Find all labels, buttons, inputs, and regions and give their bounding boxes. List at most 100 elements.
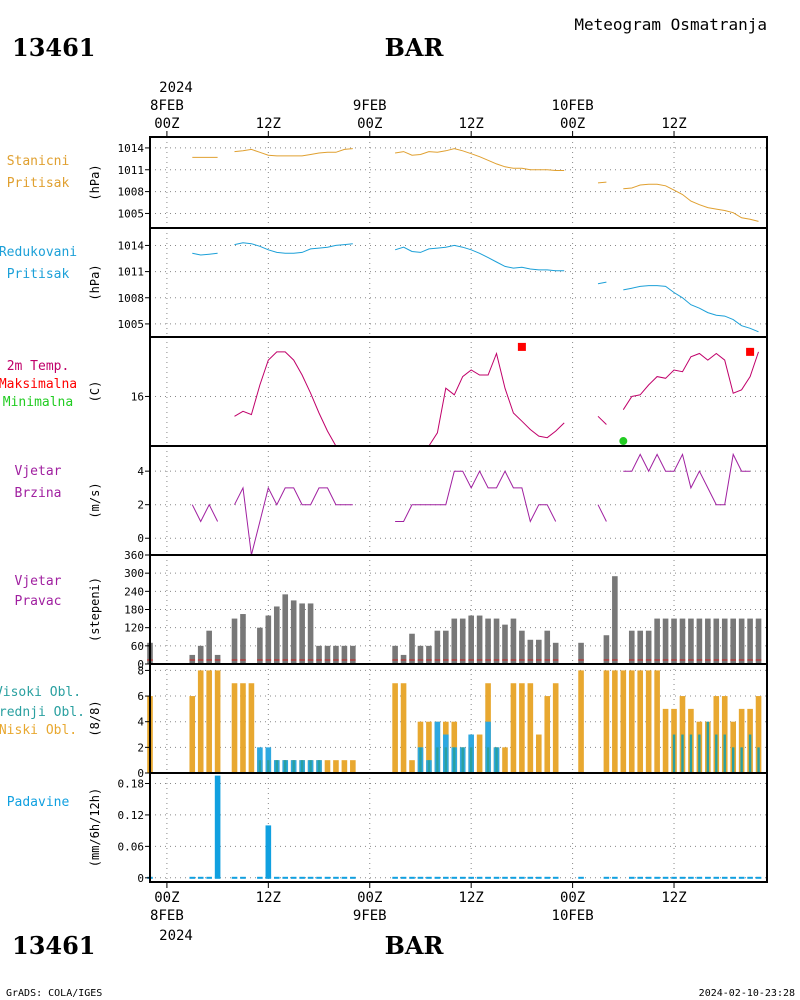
high-cloud-bar xyxy=(300,760,304,773)
y-tick-label: 4 xyxy=(137,465,144,478)
max-temp-marker xyxy=(517,342,526,351)
y-tick-label: 2 xyxy=(137,499,144,512)
panel-label: Minimalna xyxy=(3,395,73,410)
direction-bar xyxy=(671,618,677,664)
brzina-series-line xyxy=(597,504,607,522)
low-cloud-bar xyxy=(738,708,745,773)
panel-label: Vjetar xyxy=(15,464,62,479)
high-cloud-bar xyxy=(757,747,760,773)
high-cloud-bar xyxy=(723,734,726,773)
panel-label: 2m Temp. xyxy=(7,359,70,374)
y-axis-label: (stepeni) xyxy=(88,577,102,642)
panel-frame xyxy=(149,336,768,447)
low-cloud-bar xyxy=(519,683,525,773)
high-cloud-bar xyxy=(284,760,287,773)
direction-bar xyxy=(696,618,703,664)
top-hour-label: 00Z xyxy=(357,116,382,132)
direction-bar xyxy=(341,645,348,664)
brzina-series-line xyxy=(623,452,751,506)
top-hour-label: 12Z xyxy=(256,116,281,132)
direction-bar xyxy=(307,603,314,664)
low-cloud-bar xyxy=(535,734,542,773)
direction-bar xyxy=(468,615,474,664)
bottom-hour-label: 12Z xyxy=(661,890,686,906)
low-cloud-bar xyxy=(755,696,762,773)
direction-bar xyxy=(628,630,635,664)
direction-bar xyxy=(443,630,449,664)
y-tick-label: 0 xyxy=(137,767,144,780)
low-cloud-bar xyxy=(612,670,618,773)
direction-bar xyxy=(747,618,753,664)
y-axis-label: (8/8) xyxy=(88,700,102,736)
temperature-series-line xyxy=(597,415,607,425)
direction-bar xyxy=(350,645,356,664)
direction-bar xyxy=(679,618,686,664)
y-tick-label: 1005 xyxy=(118,207,145,220)
low-cloud-bar xyxy=(730,721,736,773)
high-cloud-bar xyxy=(748,734,752,773)
bottom-hour-label: 00Z xyxy=(357,890,382,906)
high-cloud-bar xyxy=(292,760,295,773)
direction-bar xyxy=(265,615,272,664)
high-cloud-bar xyxy=(698,734,701,773)
direction-bar xyxy=(333,645,339,664)
y-tick-label: 4 xyxy=(137,716,144,729)
stanicni-series-line xyxy=(395,148,565,171)
redukovani-series-line xyxy=(234,242,353,254)
direction-bar xyxy=(273,606,280,664)
y-tick-label: 1008 xyxy=(118,186,145,199)
direction-bar xyxy=(316,645,322,664)
direction-bar xyxy=(637,630,644,664)
brzina-series-line xyxy=(395,470,557,523)
y-axis-label: (m/s) xyxy=(88,482,102,518)
y-tick-label: 6 xyxy=(137,690,144,703)
direction-bar xyxy=(645,630,652,664)
high-cloud-bar xyxy=(427,760,431,773)
high-cloud-bar xyxy=(740,747,743,773)
y-tick-label: 300 xyxy=(124,567,144,580)
direction-bar xyxy=(197,645,204,664)
footer-timestamp: 2024-02-10-23:28 xyxy=(699,988,795,999)
direction-bar xyxy=(493,618,500,664)
direction-bar xyxy=(755,618,762,664)
high-cloud-bar xyxy=(453,747,456,773)
y-tick-label: 1014 xyxy=(118,142,145,155)
high-cloud-bar xyxy=(267,760,270,773)
direction-bar xyxy=(434,630,441,664)
low-cloud-bar xyxy=(240,683,246,773)
direction-bar xyxy=(705,618,711,664)
temperature-series-line xyxy=(622,351,759,410)
direction-bar xyxy=(282,594,289,664)
low-cloud-bar xyxy=(662,708,669,773)
high-cloud-bar xyxy=(419,747,422,773)
low-cloud-bar xyxy=(603,670,610,773)
mid-cloud-bar xyxy=(434,721,441,773)
low-cloud-bar xyxy=(578,670,584,773)
y-tick-label: 0.06 xyxy=(118,840,145,853)
direction-bar xyxy=(476,615,483,664)
direction-bar xyxy=(417,645,424,664)
panel-label: Pritisak xyxy=(7,267,70,282)
y-tick-label: 1011 xyxy=(118,266,145,279)
y-axis-label: (C) xyxy=(88,381,102,403)
direction-bar xyxy=(612,576,618,664)
stanicni-series-line xyxy=(623,183,759,222)
high-cloud-bar xyxy=(672,734,676,773)
low-cloud-bar xyxy=(637,670,644,773)
low-cloud-bar xyxy=(417,721,424,773)
y-tick-label: 1005 xyxy=(118,318,145,331)
direction-bar xyxy=(240,614,246,664)
bottom-hour-label: 00Z xyxy=(154,890,179,906)
low-cloud-bar xyxy=(645,670,652,773)
panel-label: Maksimalna xyxy=(0,377,77,392)
low-cloud-bar xyxy=(426,721,432,773)
low-cloud-bar xyxy=(544,696,551,773)
direction-bar xyxy=(231,618,238,664)
high-cloud-bar xyxy=(444,747,448,773)
panel-label: Niski Obl. xyxy=(0,723,77,738)
high-cloud-bar xyxy=(486,747,490,773)
direction-bar xyxy=(459,618,466,664)
direction-bar xyxy=(535,639,542,664)
redukovani-series-line xyxy=(192,252,218,256)
low-cloud-bar xyxy=(510,683,517,773)
